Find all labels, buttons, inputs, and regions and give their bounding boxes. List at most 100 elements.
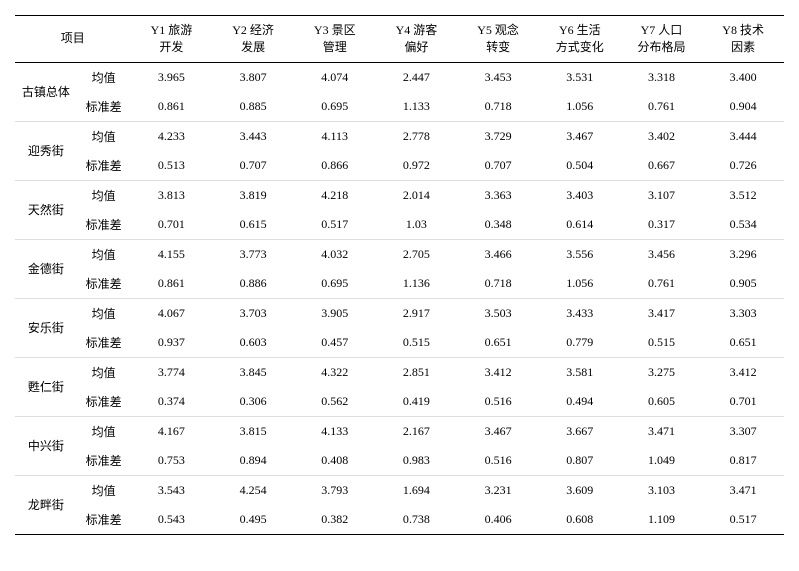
stat-label-sd: 标准差	[77, 446, 131, 476]
cell-value: 2.014	[376, 180, 458, 210]
cell-value: 0.516	[457, 387, 539, 417]
cell-value: 2.778	[376, 121, 458, 151]
table-row: 标准差0.8610.8850.6951.1330.7181.0560.7610.…	[15, 92, 784, 122]
group-name: 金德街	[15, 239, 77, 298]
cell-value: 4.322	[294, 357, 376, 387]
cell-value: 3.303	[702, 298, 784, 328]
cell-value: 3.412	[702, 357, 784, 387]
stat-label-mean: 均值	[77, 239, 131, 269]
cell-value: 3.512	[702, 180, 784, 210]
cell-value: 0.504	[539, 151, 621, 181]
header-col-4: Y5 观念转变	[457, 16, 539, 63]
cell-value: 0.972	[376, 151, 458, 181]
cell-value: 3.231	[457, 475, 539, 505]
cell-value: 0.562	[294, 387, 376, 417]
table-row: 古镇总体均值3.9653.8074.0742.4473.4533.5313.31…	[15, 62, 784, 92]
table-row: 标准差0.5430.4950.3820.7380.4060.6081.1090.…	[15, 505, 784, 535]
cell-value: 0.406	[457, 505, 539, 535]
table-row: 迎秀街均值4.2333.4434.1132.7783.7293.4673.402…	[15, 121, 784, 151]
stat-label-mean: 均值	[77, 475, 131, 505]
cell-value: 3.703	[212, 298, 294, 328]
cell-value: 3.905	[294, 298, 376, 328]
group-name: 龙畔街	[15, 475, 77, 534]
cell-value: 4.155	[131, 239, 213, 269]
header-col-3: Y4 游客偏好	[376, 16, 458, 63]
cell-value: 0.738	[376, 505, 458, 535]
cell-value: 4.254	[212, 475, 294, 505]
cell-value: 0.886	[212, 269, 294, 299]
cell-value: 3.402	[621, 121, 703, 151]
cell-value: 0.885	[212, 92, 294, 122]
cell-value: 0.707	[212, 151, 294, 181]
cell-value: 0.306	[212, 387, 294, 417]
cell-value: 3.467	[457, 416, 539, 446]
cell-value: 0.517	[702, 505, 784, 535]
table-row: 标准差0.3740.3060.5620.4190.5160.4940.6050.…	[15, 387, 784, 417]
cell-value: 3.433	[539, 298, 621, 328]
header-col-7: Y8 技术因素	[702, 16, 784, 63]
header-col-5: Y6 生活方式变化	[539, 16, 621, 63]
stat-label-sd: 标准差	[77, 151, 131, 181]
cell-value: 2.917	[376, 298, 458, 328]
cell-value: 0.894	[212, 446, 294, 476]
cell-value: 0.408	[294, 446, 376, 476]
cell-value: 0.718	[457, 269, 539, 299]
cell-value: 3.466	[457, 239, 539, 269]
cell-value: 4.133	[294, 416, 376, 446]
cell-value: 3.729	[457, 121, 539, 151]
cell-value: 3.467	[539, 121, 621, 151]
cell-value: 0.866	[294, 151, 376, 181]
cell-value: 0.534	[702, 210, 784, 240]
cell-value: 0.516	[457, 446, 539, 476]
cell-value: 1.694	[376, 475, 458, 505]
table-row: 安乐街均值4.0673.7033.9052.9173.5033.4333.417…	[15, 298, 784, 328]
cell-value: 0.457	[294, 328, 376, 358]
header-row: 项目 Y1 旅游开发 Y2 经济发展 Y3 景区管理 Y4 游客偏好 Y5 观念…	[15, 16, 784, 63]
header-project: 项目	[15, 16, 131, 63]
cell-value: 2.851	[376, 357, 458, 387]
cell-value: 1.056	[539, 92, 621, 122]
cell-value: 1.136	[376, 269, 458, 299]
group-name: 安乐街	[15, 298, 77, 357]
cell-value: 0.513	[131, 151, 213, 181]
cell-value: 3.471	[702, 475, 784, 505]
stat-label-sd: 标准差	[77, 210, 131, 240]
cell-value: 0.695	[294, 269, 376, 299]
table-row: 标准差0.9370.6030.4570.5150.6510.7790.5150.…	[15, 328, 784, 358]
cell-value: 0.348	[457, 210, 539, 240]
cell-value: 4.067	[131, 298, 213, 328]
cell-value: 0.761	[621, 269, 703, 299]
cell-value: 0.515	[621, 328, 703, 358]
cell-value: 3.556	[539, 239, 621, 269]
cell-value: 3.807	[212, 62, 294, 92]
cell-value: 3.813	[131, 180, 213, 210]
group-name: 甦仁街	[15, 357, 77, 416]
cell-value: 0.807	[539, 446, 621, 476]
header-col-2: Y3 景区管理	[294, 16, 376, 63]
cell-value: 0.779	[539, 328, 621, 358]
cell-value: 0.983	[376, 446, 458, 476]
cell-value: 0.605	[621, 387, 703, 417]
group-name: 中兴街	[15, 416, 77, 475]
cell-value: 3.774	[131, 357, 213, 387]
cell-value: 2.167	[376, 416, 458, 446]
stat-label-sd: 标准差	[77, 505, 131, 535]
cell-value: 3.471	[621, 416, 703, 446]
cell-value: 1.056	[539, 269, 621, 299]
cell-value: 0.905	[702, 269, 784, 299]
cell-value: 0.817	[702, 446, 784, 476]
cell-value: 3.417	[621, 298, 703, 328]
cell-value: 1.03	[376, 210, 458, 240]
cell-value: 4.032	[294, 239, 376, 269]
stat-label-sd: 标准差	[77, 92, 131, 122]
table-row: 天然街均值3.8133.8194.2182.0143.3633.4033.107…	[15, 180, 784, 210]
cell-value: 4.167	[131, 416, 213, 446]
cell-value: 0.494	[539, 387, 621, 417]
cell-value: 3.443	[212, 121, 294, 151]
header-col-6: Y7 人口分布格局	[621, 16, 703, 63]
cell-value: 3.819	[212, 180, 294, 210]
table-row: 标准差0.8610.8860.6951.1360.7181.0560.7610.…	[15, 269, 784, 299]
cell-value: 3.453	[457, 62, 539, 92]
cell-value: 3.103	[621, 475, 703, 505]
table-row: 标准差0.7010.6150.5171.030.3480.6140.3170.5…	[15, 210, 784, 240]
